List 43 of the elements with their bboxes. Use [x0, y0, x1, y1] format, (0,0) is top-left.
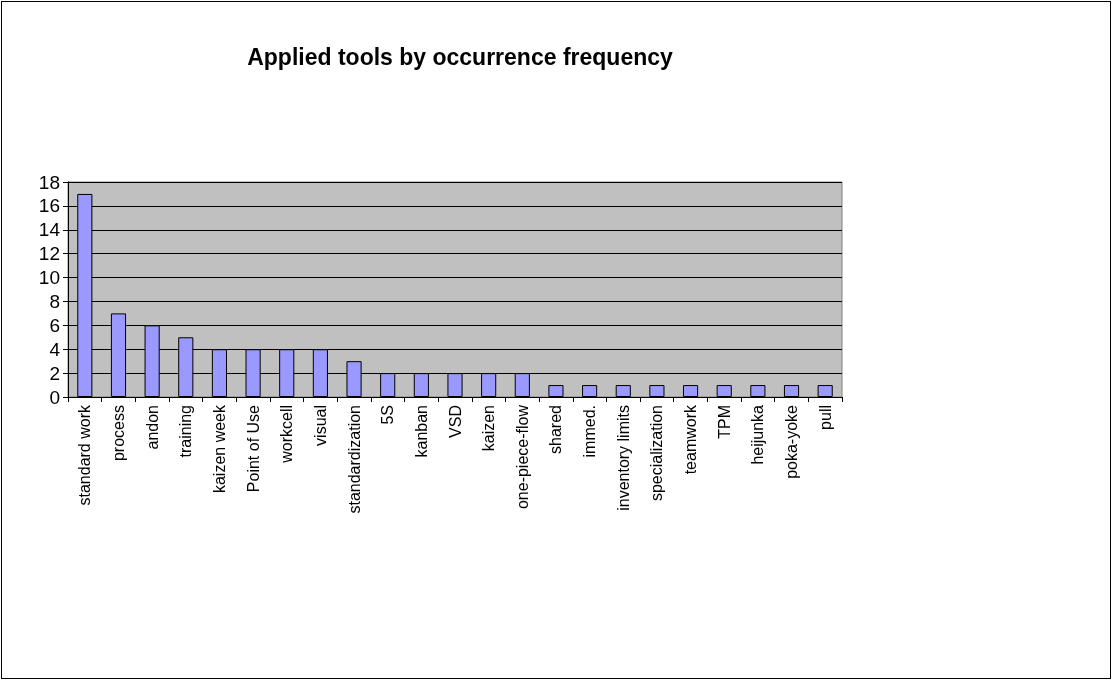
x-tick-label: pull: [816, 405, 834, 430]
x-tick-label: kanban: [412, 405, 430, 458]
bar: [750, 385, 766, 397]
x-tick-label: process: [109, 405, 127, 462]
x-tick-label: VSD: [446, 405, 464, 438]
y-tick-label: 0: [49, 386, 60, 408]
bar: [649, 385, 665, 397]
chart-title: Applied tools by occurrence frequency: [247, 43, 673, 70]
y-tick-label: 10: [38, 267, 60, 289]
bar: [582, 385, 598, 397]
y-tick-label: 6: [49, 314, 60, 336]
bar: [682, 385, 699, 397]
x-tick-label: training: [177, 405, 195, 458]
x-tick-label: shared: [547, 405, 565, 454]
bar: [548, 385, 564, 397]
x-tick-label: kaizen: [480, 405, 498, 452]
y-tick-label: 18: [38, 171, 60, 193]
y-tick-label: 16: [38, 195, 60, 217]
x-tick-label: inventory limits: [614, 405, 632, 511]
x-tick-label: specialization: [648, 405, 666, 502]
y-tick-label: 4: [49, 338, 61, 360]
x-tick-label: kaizen week: [210, 404, 228, 494]
y-tick-label: 8: [49, 290, 60, 312]
y-tick-label: 12: [38, 243, 60, 265]
bar: [615, 385, 631, 397]
y-tick-label: 2: [49, 362, 60, 384]
x-tick-label: heijunka: [749, 404, 767, 465]
x-tick-label: andon: [143, 405, 161, 450]
bar: [783, 385, 800, 397]
bar: [817, 385, 833, 397]
x-tick-label: teamwork: [682, 404, 700, 475]
x-tick-label: 5S: [379, 405, 397, 425]
x-tick-label: one-piece-flow: [513, 404, 531, 510]
bar: [716, 385, 732, 397]
x-tick-label: standardization: [345, 405, 363, 514]
x-tick-label: Point of Use: [244, 404, 262, 493]
x-tick-label: poka-yoke: [783, 404, 801, 479]
x-tick-label: TPM: [715, 405, 733, 439]
x-tick-label: immed.: [581, 405, 599, 458]
x-tick-label: standard work: [76, 404, 94, 506]
x-tick-label: workcell: [278, 405, 296, 464]
y-tick-label: 14: [38, 219, 61, 241]
x-tick-label: visual: [311, 405, 329, 446]
